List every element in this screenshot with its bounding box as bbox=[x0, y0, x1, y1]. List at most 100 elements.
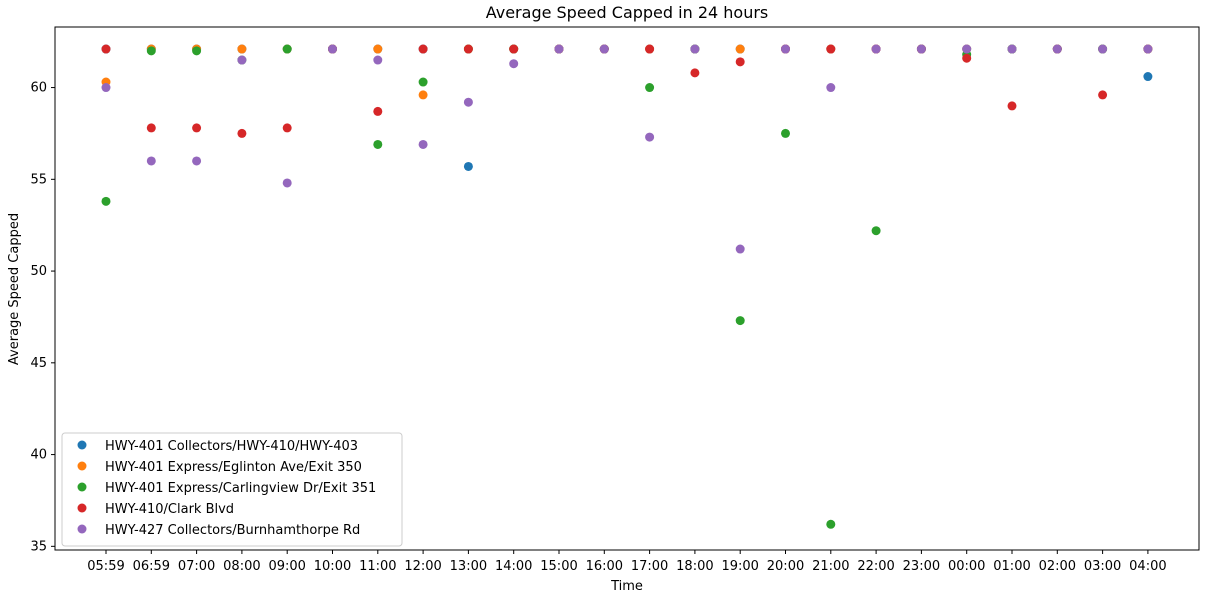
y-tick-label: 35 bbox=[30, 539, 47, 554]
data-point bbox=[916, 44, 926, 54]
legend-box bbox=[61, 432, 403, 547]
y-tick-label: 60 bbox=[30, 81, 47, 96]
x-tick-label: 12:00 bbox=[404, 559, 441, 574]
data-point bbox=[1052, 44, 1062, 54]
data-point bbox=[599, 44, 609, 54]
x-tick-label: 04:00 bbox=[1129, 559, 1166, 574]
data-point bbox=[192, 123, 202, 133]
legend-marker bbox=[77, 440, 87, 450]
series-group bbox=[101, 44, 1153, 100]
series-group bbox=[101, 44, 1153, 254]
data-point bbox=[735, 44, 745, 54]
x-tick-label: 09:00 bbox=[268, 559, 305, 574]
series-group bbox=[101, 44, 1153, 138]
data-point bbox=[962, 53, 972, 63]
x-tick-label: 17:00 bbox=[631, 559, 668, 574]
legend-marker bbox=[77, 482, 87, 492]
y-tick-label: 40 bbox=[30, 448, 47, 463]
data-point bbox=[1098, 44, 1108, 54]
data-point bbox=[826, 44, 836, 54]
legend-marker bbox=[77, 461, 87, 471]
data-point bbox=[282, 178, 292, 188]
data-point bbox=[554, 44, 564, 54]
data-point bbox=[237, 55, 247, 65]
data-point bbox=[101, 44, 111, 54]
x-tick-label: 19:00 bbox=[721, 559, 758, 574]
data-point bbox=[645, 132, 655, 142]
legend-marker bbox=[77, 524, 87, 534]
x-tick-label: 23:00 bbox=[903, 559, 940, 574]
legend-label: HWY-401 Express/Eglinton Ave/Exit 350 bbox=[105, 460, 362, 475]
x-tick-label: 02:00 bbox=[1039, 559, 1076, 574]
data-point bbox=[373, 44, 383, 54]
data-point bbox=[1007, 101, 1017, 111]
data-point bbox=[328, 44, 337, 54]
data-point bbox=[373, 106, 383, 116]
x-tick-label: 18:00 bbox=[676, 559, 713, 574]
y-tick-label: 50 bbox=[30, 264, 47, 279]
x-tick-label: 06:59 bbox=[133, 559, 170, 574]
data-point bbox=[373, 55, 383, 65]
data-point bbox=[1143, 72, 1153, 82]
data-point bbox=[690, 68, 700, 78]
data-point bbox=[282, 44, 292, 54]
chart-legend: HWY-401 Collectors/HWY-410/HWY-403 HWY-40… bbox=[61, 432, 403, 547]
data-point bbox=[237, 44, 247, 54]
data-point bbox=[509, 44, 519, 54]
data-point bbox=[418, 90, 428, 100]
plot-frame bbox=[54, 26, 1200, 551]
x-tick-label: 01:00 bbox=[993, 559, 1030, 574]
x-tick-label: 08:00 bbox=[223, 559, 260, 574]
data-point bbox=[871, 226, 881, 236]
x-tick-label: 10:00 bbox=[314, 559, 351, 574]
legend-marker bbox=[77, 503, 87, 513]
data-point bbox=[1143, 44, 1153, 54]
x-axis-label: Time bbox=[610, 579, 643, 594]
legend-label: HWY-401 Express/Carlingview Dr/Exit 351 bbox=[105, 481, 376, 496]
data-point bbox=[962, 44, 972, 54]
data-point bbox=[1007, 44, 1017, 54]
legend-label: HWY-427 Collectors/Burnhamthorpe Rd bbox=[105, 523, 360, 538]
x-tick-label: 13:00 bbox=[450, 559, 487, 574]
x-tick-label: 22:00 bbox=[857, 559, 894, 574]
data-point bbox=[237, 128, 247, 138]
x-tick-label: 03:00 bbox=[1084, 559, 1121, 574]
data-point bbox=[735, 244, 745, 254]
data-point bbox=[1098, 90, 1108, 100]
data-point bbox=[781, 128, 790, 138]
data-point bbox=[826, 519, 836, 529]
x-tick-label: 11:00 bbox=[359, 559, 396, 574]
data-point bbox=[192, 46, 202, 56]
x-tick-label: 16:00 bbox=[586, 559, 623, 574]
data-point bbox=[146, 156, 156, 166]
data-point bbox=[735, 57, 745, 67]
data-point bbox=[463, 44, 473, 54]
data-point bbox=[373, 139, 383, 149]
x-tick-label: 14:00 bbox=[495, 559, 532, 574]
data-point bbox=[418, 77, 428, 87]
data-point bbox=[418, 139, 428, 149]
y-tick-label: 45 bbox=[30, 356, 47, 371]
data-point bbox=[192, 156, 202, 166]
data-point bbox=[146, 46, 156, 56]
data-point bbox=[282, 123, 292, 133]
data-point bbox=[645, 83, 655, 93]
data-point bbox=[463, 97, 473, 107]
series-group bbox=[101, 44, 1153, 171]
x-tick-label: 07:00 bbox=[178, 559, 215, 574]
x-tick-label: 21:00 bbox=[812, 559, 849, 574]
y-axis-label: Average Speed Capped bbox=[7, 213, 22, 365]
y-tick-label: 55 bbox=[30, 172, 47, 187]
data-point bbox=[826, 83, 836, 93]
data-point bbox=[509, 59, 519, 69]
x-tick-label: 20:00 bbox=[767, 559, 804, 574]
data-point bbox=[146, 123, 156, 133]
data-point bbox=[871, 44, 881, 54]
data-point bbox=[101, 196, 111, 206]
data-point bbox=[463, 161, 473, 171]
x-tick-label: 05:59 bbox=[87, 559, 124, 574]
data-point bbox=[101, 83, 111, 93]
data-point bbox=[735, 316, 745, 326]
